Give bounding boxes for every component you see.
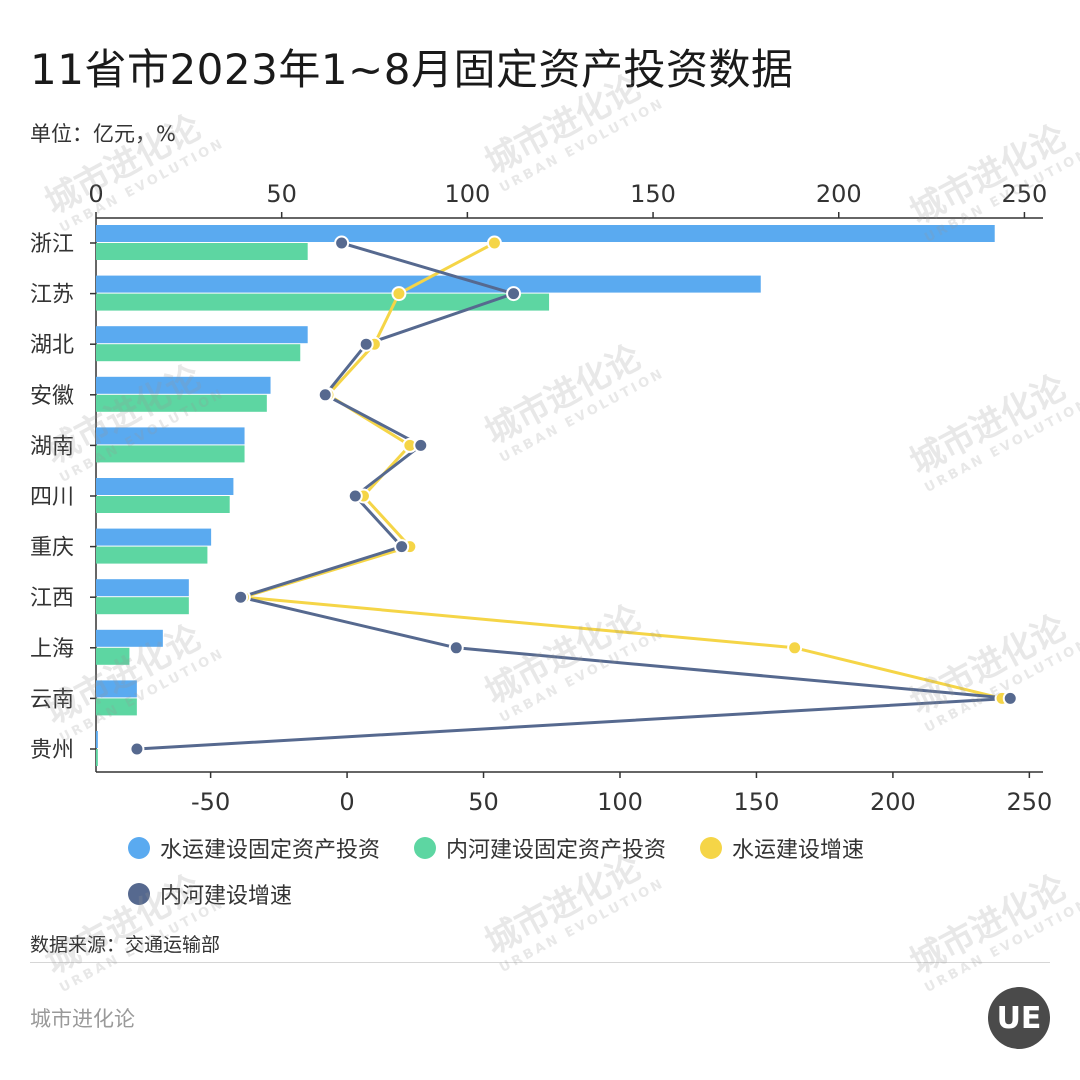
water-investment-bar (96, 225, 995, 242)
inland-investment-bar (96, 293, 550, 311)
legend-label: 水运建设增速 (732, 838, 865, 863)
inland-growth-point (317, 387, 333, 403)
inland-investment-bar (96, 698, 137, 716)
footer-brand: 城市进化论 (30, 1007, 135, 1031)
category-label: 上海 (30, 637, 74, 662)
category-label: 湖南 (30, 434, 74, 459)
legend-swatch (128, 837, 150, 859)
category-label: 贵州 (30, 738, 74, 763)
legend-label: 内河建设固定资产投资 (446, 838, 667, 863)
legend-item: 内河建设固定资产投资 (414, 832, 666, 864)
inland-investment-bar (96, 546, 208, 564)
top-tick-label: 250 (1002, 180, 1048, 208)
chart-title: 11省市2023年1~8月固定资产投资数据 (30, 45, 794, 94)
water-investment-bar (96, 326, 308, 344)
divider (30, 962, 1050, 963)
brand-logo: UE (988, 987, 1050, 1049)
legend-label: 水运建设固定资产投资 (160, 838, 381, 863)
inland-growth-point (413, 437, 429, 453)
bottom-tick-label: 250 (1006, 788, 1052, 816)
inland-growth-point (347, 488, 363, 504)
bottom-tick-label: 150 (734, 788, 780, 816)
inland-growth-point (1002, 690, 1018, 706)
inland-growth-point (506, 286, 522, 302)
legend-item: 水运建设固定资产投资 (128, 832, 380, 864)
bottom-tick-label: 50 (468, 788, 499, 816)
inland-growth-point (129, 741, 145, 757)
inland-investment-bar (96, 647, 130, 665)
legend-swatch (128, 883, 150, 905)
bottom-tick-label: 100 (597, 788, 643, 816)
legend-label: 内河建设增速 (160, 884, 293, 909)
bottom-tick-label: 200 (870, 788, 916, 816)
category-label: 重庆 (30, 536, 74, 561)
water-growth-point (787, 640, 803, 656)
water-investment-bar (96, 528, 212, 546)
top-tick-label: 200 (816, 180, 862, 208)
water-investment-bar (96, 680, 137, 698)
inland-investment-bar (96, 394, 267, 412)
inland-growth-line (136, 241, 1012, 751)
inland-investment-bar (96, 597, 189, 615)
category-label: 江苏 (30, 283, 74, 308)
top-tick-label: 0 (88, 180, 103, 208)
top-tick-label: 50 (266, 180, 297, 208)
water-growth-point (486, 235, 502, 251)
inland-growth-point (358, 336, 374, 352)
water-investment-bar (96, 275, 761, 293)
water-investment-bar (96, 579, 189, 597)
top-tick-label: 150 (630, 180, 676, 208)
legend: 水运建设固定资产投资 内河建设固定资产投资 水运建设增速内河建设增速 (128, 832, 1028, 910)
inland-growth-point (448, 640, 464, 656)
bottom-tick-label: 0 (339, 788, 354, 816)
legend-item: 水运建设增速 (700, 832, 864, 864)
legend-swatch (700, 837, 723, 859)
inland-investment-bar (96, 243, 308, 260)
legend-swatch (414, 837, 437, 859)
water-growth-point (391, 286, 407, 302)
source-note: 数据来源：交通运输部 (30, 934, 221, 956)
top-tick-label: 100 (444, 180, 490, 208)
inland-growth-point (394, 539, 410, 555)
water-growth-line (241, 241, 1003, 700)
water-investment-bar (96, 376, 271, 394)
category-label: 安徽 (30, 384, 74, 409)
water-investment-bar (96, 478, 234, 495)
legend-item: 内河建设增速 (128, 878, 292, 910)
inland-investment-bar (96, 344, 301, 362)
unit-label: 单位：亿元，% (30, 122, 176, 146)
water-investment-bar (96, 731, 98, 748)
inland-growth-point (334, 235, 350, 251)
inland-investment-bar (96, 496, 230, 513)
water-investment-bar (96, 629, 163, 647)
chart: 0 50 100 150 200 250 -50 0 50 100 150 200 250 浙江江苏湖北安… (30, 180, 1052, 816)
inland-growth-point (233, 589, 249, 605)
category-label: 云南 (30, 687, 74, 712)
inland-investment-bar (96, 445, 245, 463)
water-investment-bar (96, 427, 245, 445)
category-label: 四川 (30, 485, 74, 510)
category-label: 浙江 (30, 232, 74, 257)
category-label: 湖北 (30, 333, 74, 358)
category-label: 江西 (30, 586, 74, 611)
bottom-tick-label: -50 (191, 788, 230, 816)
inland-investment-bar (96, 749, 98, 766)
